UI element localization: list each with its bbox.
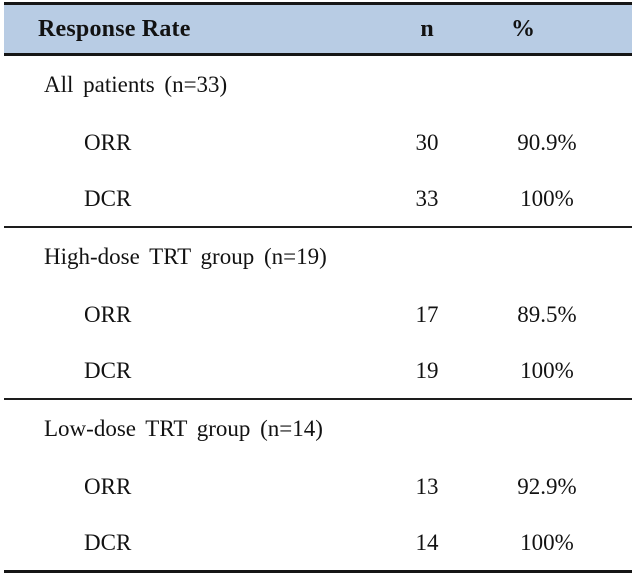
row-value-percent: 92.9% bbox=[517, 473, 577, 499]
table-row: ORR 13 92.9% bbox=[4, 458, 632, 515]
row-value-n: 17 bbox=[415, 301, 439, 327]
table-row: DCR 14 100% bbox=[4, 515, 632, 570]
group-header-row: Low-dose TRT group (n=14) bbox=[4, 400, 632, 458]
group-label-high-dose: High-dose TRT group (n=19) bbox=[44, 244, 327, 269]
row-label-dcr: DCR bbox=[84, 185, 132, 211]
group-header-row: High-dose TRT group (n=19) bbox=[4, 228, 632, 286]
group-label-low-dose: Low-dose TRT group (n=14) bbox=[44, 416, 323, 441]
table-row: ORR 17 89.5% bbox=[4, 286, 632, 343]
row-value-n: 14 bbox=[415, 529, 439, 555]
column-header-percent: % bbox=[511, 15, 535, 42]
row-value-percent: 100% bbox=[520, 185, 574, 211]
group-label-all-patients: All patients (n=33) bbox=[44, 72, 228, 97]
section-high-dose-trt: High-dose TRT group (n=19) ORR 17 89.5% … bbox=[4, 228, 632, 400]
row-value-n: 30 bbox=[415, 129, 439, 155]
table-header-row: Response Rate n % bbox=[4, 2, 632, 56]
row-value-n: 13 bbox=[415, 473, 439, 499]
row-value-percent: 100% bbox=[520, 529, 574, 555]
row-label-orr: ORR bbox=[84, 473, 132, 499]
group-header-row: All patients (n=33) bbox=[4, 56, 632, 114]
section-all-patients: All patients (n=33) ORR 30 90.9% DCR 33 … bbox=[4, 56, 632, 228]
response-rate-table: Response Rate n % All patients (n=33) OR… bbox=[4, 2, 632, 573]
row-label-orr: ORR bbox=[84, 301, 132, 327]
row-value-n: 19 bbox=[415, 357, 439, 383]
table-row: DCR 19 100% bbox=[4, 343, 632, 398]
section-low-dose-trt: Low-dose TRT group (n=14) ORR 13 92.9% D… bbox=[4, 400, 632, 573]
row-value-percent: 89.5% bbox=[517, 301, 577, 327]
table-row: ORR 30 90.9% bbox=[4, 114, 632, 171]
row-value-n: 33 bbox=[415, 185, 439, 211]
row-label-dcr: DCR bbox=[84, 357, 132, 383]
column-header-response-rate: Response Rate bbox=[38, 15, 191, 42]
row-value-percent: 100% bbox=[520, 357, 574, 383]
column-header-n: n bbox=[420, 15, 434, 42]
row-value-percent: 90.9% bbox=[517, 129, 577, 155]
row-label-orr: ORR bbox=[84, 129, 132, 155]
row-label-dcr: DCR bbox=[84, 529, 132, 555]
table-row: DCR 33 100% bbox=[4, 171, 632, 226]
